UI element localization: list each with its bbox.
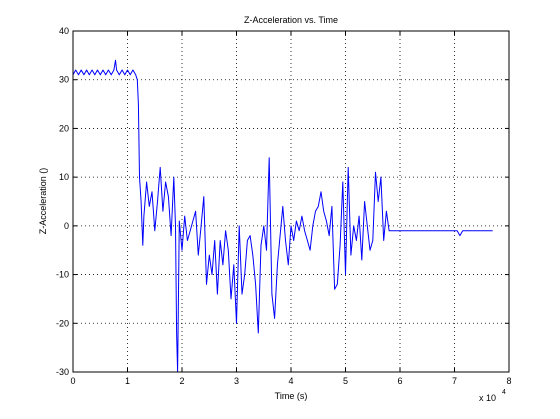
x-tick-label: 7 [452, 376, 457, 386]
x-tick-label: 2 [179, 376, 184, 386]
tick-labels: 0 1 2 3 4 5 6 7 8 -30 -20 -10 0 10 20 30 40 [56, 26, 512, 386]
x-tick-label: 1 [125, 376, 130, 386]
chart-title: Z-Acceleration vs. Time [244, 15, 338, 25]
x-axis-multiplier: x 10 [479, 393, 496, 403]
x-axis-multiplier-exponent: 4 [502, 389, 506, 396]
y-tick-label: 40 [59, 26, 69, 36]
y-tick-label: -30 [56, 367, 69, 377]
x-axis-label: Time (s) [275, 391, 308, 401]
tick-marks [72, 30, 510, 373]
data-layer [72, 59, 493, 373]
y-tick-label: 10 [59, 172, 69, 182]
x-tick-label: 3 [234, 376, 239, 386]
series-line [72, 59, 493, 373]
x-tick-label: 5 [343, 376, 348, 386]
grid-lines [73, 31, 509, 372]
y-tick-label: -10 [56, 270, 69, 280]
x-tick-label: 4 [288, 376, 293, 386]
x-tick-label: 0 [70, 376, 75, 386]
y-axis-label: Z-Acceleration () [38, 168, 48, 235]
x-tick-label: 8 [506, 376, 511, 386]
plot-area [73, 31, 509, 372]
y-tick-label: 30 [59, 75, 69, 85]
x-tick-label: 6 [397, 376, 402, 386]
y-tick-label: 0 [64, 221, 69, 231]
y-tick-label: 20 [59, 123, 69, 133]
y-tick-label: -20 [56, 318, 69, 328]
